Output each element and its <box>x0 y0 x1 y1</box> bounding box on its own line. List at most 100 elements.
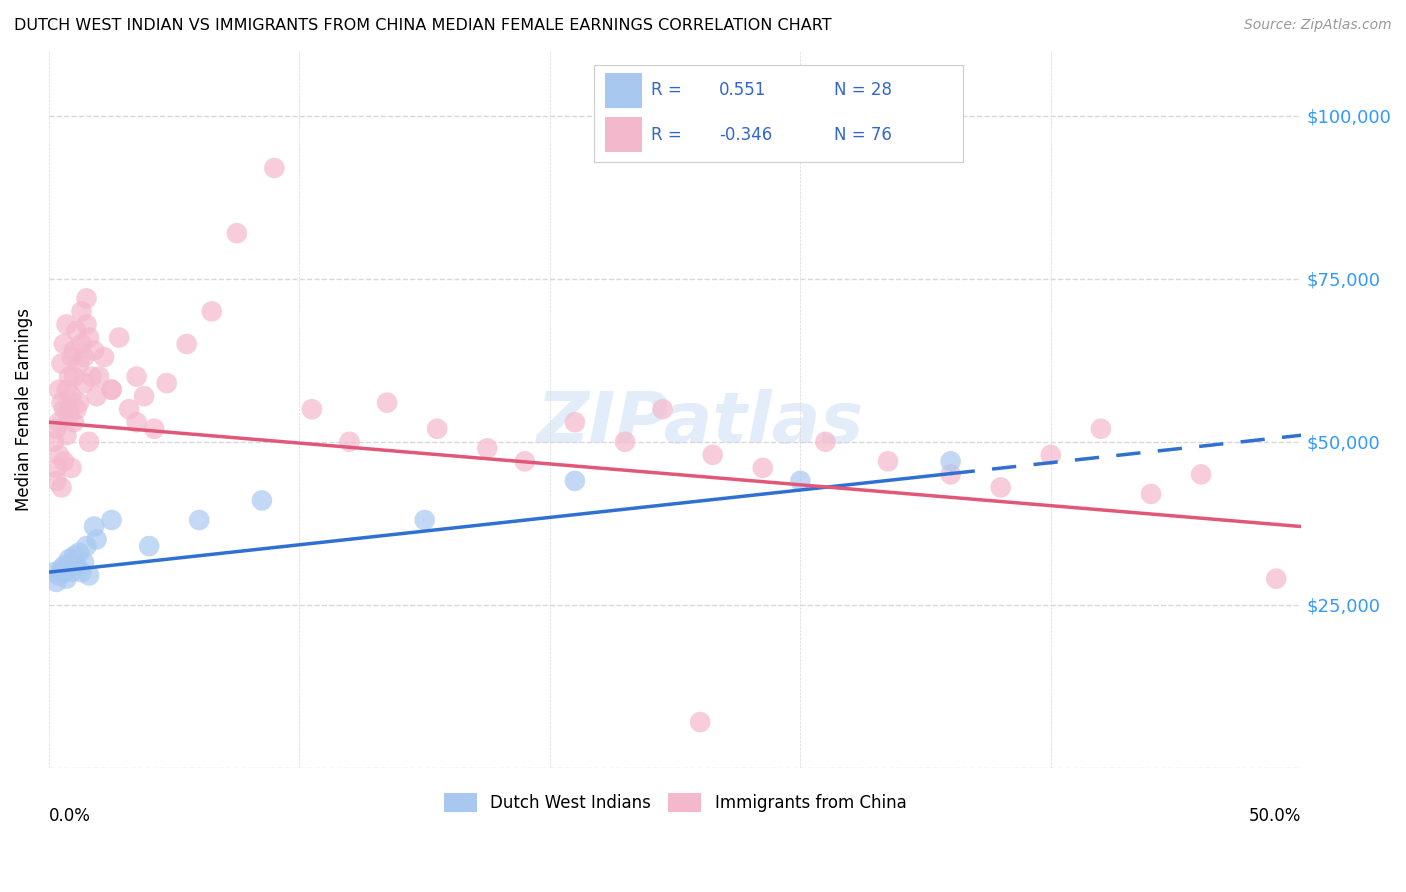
Point <box>1090 422 1112 436</box>
Point <box>689 715 711 730</box>
Point <box>51 357 73 371</box>
Point <box>67 546 90 560</box>
Point <box>108 330 131 344</box>
Point <box>53 337 76 351</box>
Point <box>225 226 247 240</box>
Point <box>63 369 86 384</box>
Point <box>42 434 65 449</box>
Point <box>143 422 166 436</box>
Point <box>513 454 536 468</box>
Point <box>564 474 586 488</box>
Point <box>939 467 962 482</box>
Point <box>63 343 86 358</box>
Point <box>77 568 100 582</box>
Y-axis label: Median Female Earnings: Median Female Earnings <box>15 308 32 511</box>
Point <box>70 565 93 579</box>
Point <box>70 304 93 318</box>
Point <box>301 402 323 417</box>
Point <box>87 369 110 384</box>
Point <box>789 474 811 488</box>
Point <box>188 513 211 527</box>
Point <box>77 434 100 449</box>
Point <box>73 555 96 569</box>
Point <box>263 161 285 175</box>
Point <box>426 422 449 436</box>
Point <box>65 402 87 417</box>
Point <box>63 415 86 429</box>
Point <box>125 369 148 384</box>
Point <box>564 415 586 429</box>
Point <box>63 549 86 563</box>
Point <box>86 389 108 403</box>
Text: DUTCH WEST INDIAN VS IMMIGRANTS FROM CHINA MEDIAN FEMALE EARNINGS CORRELATION CH: DUTCH WEST INDIAN VS IMMIGRANTS FROM CHI… <box>14 18 832 33</box>
Point <box>58 409 80 423</box>
Point <box>100 383 122 397</box>
Point <box>60 350 83 364</box>
Point <box>413 513 436 527</box>
Point <box>339 434 361 449</box>
Point <box>58 552 80 566</box>
Point <box>814 434 837 449</box>
Point <box>651 402 673 417</box>
Point <box>53 565 76 579</box>
Point <box>990 480 1012 494</box>
Point <box>55 428 77 442</box>
Point <box>48 415 70 429</box>
Point <box>877 454 900 468</box>
Point <box>1189 467 1212 482</box>
Point <box>53 454 76 468</box>
Point <box>86 533 108 547</box>
Point <box>48 568 70 582</box>
Point <box>477 442 499 456</box>
Point <box>42 565 65 579</box>
Point <box>48 383 70 397</box>
Point <box>76 318 98 332</box>
Point <box>375 395 398 409</box>
Point <box>138 539 160 553</box>
Point <box>939 454 962 468</box>
Point <box>45 574 67 589</box>
Point <box>53 558 76 573</box>
Point <box>1039 448 1062 462</box>
Point <box>51 480 73 494</box>
Point <box>752 461 775 475</box>
Point <box>45 422 67 436</box>
Point <box>51 395 73 409</box>
Point <box>65 558 87 573</box>
Point <box>83 343 105 358</box>
Point <box>70 337 93 351</box>
Point <box>53 402 76 417</box>
Point <box>100 513 122 527</box>
Point <box>76 292 98 306</box>
Point <box>93 350 115 364</box>
Point <box>67 395 90 409</box>
Point <box>702 448 724 462</box>
Text: 0.0%: 0.0% <box>49 807 91 825</box>
Point <box>83 519 105 533</box>
Point <box>176 337 198 351</box>
Point <box>55 318 77 332</box>
Point <box>201 304 224 318</box>
Point <box>45 461 67 475</box>
Point <box>250 493 273 508</box>
Point <box>60 461 83 475</box>
Point <box>614 434 637 449</box>
Point <box>80 369 103 384</box>
Point <box>60 389 83 403</box>
Point <box>48 448 70 462</box>
Point <box>60 565 83 579</box>
Point <box>45 474 67 488</box>
Point <box>118 402 141 417</box>
Point <box>77 330 100 344</box>
Legend: Dutch West Indians, Immigrants from China: Dutch West Indians, Immigrants from Chin… <box>436 784 915 821</box>
Point <box>73 376 96 391</box>
Point <box>125 415 148 429</box>
Point <box>58 369 80 384</box>
Point <box>73 350 96 364</box>
Point <box>58 402 80 417</box>
Point <box>55 562 77 576</box>
Point <box>60 555 83 569</box>
Point <box>1265 572 1288 586</box>
Point <box>1140 487 1163 501</box>
Point <box>55 383 77 397</box>
